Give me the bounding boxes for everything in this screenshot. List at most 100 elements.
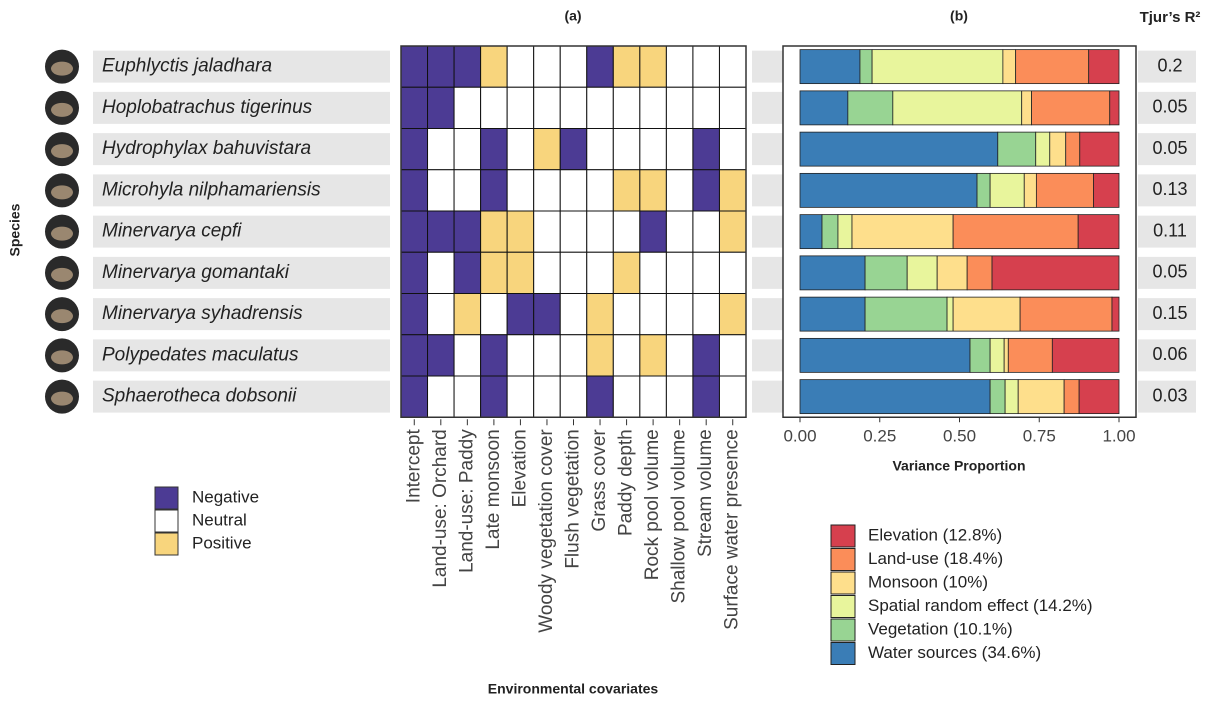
species-icon [51,144,73,158]
heat-cell [560,87,587,128]
heat-cell [560,252,587,293]
heat-cell [507,252,534,293]
bar-segment [865,297,947,331]
heat-cell [693,46,720,87]
bar-segment [822,215,838,249]
heat-cell [587,129,614,170]
y-tick-label: Minervarya syhadrensis [102,303,303,324]
heat-cell [428,252,455,293]
heat-cell [666,129,693,170]
figure: (a) (b) Tjur’s R² Environmental covariat… [0,0,1211,702]
bar-segment [1008,338,1052,372]
heat-cell [666,294,693,335]
bar-segment [800,215,822,249]
heat-cell [693,294,720,335]
heat-cell [693,252,720,293]
heat-cell [401,46,428,87]
heat-cell [401,170,428,211]
heat-cell [640,335,667,376]
legend-label: Spatial random effect (14.2%) [868,596,1093,615]
heat-cell [693,376,720,417]
heat-cell [507,335,534,376]
bar-segment [1089,50,1119,84]
heat-cell [481,87,508,128]
heat-cell [719,129,746,170]
label-band [752,381,783,413]
heat-cell [534,376,561,417]
bar-segment [800,91,848,125]
bar-segment [977,173,990,207]
heat-cell [454,170,481,211]
heat-cell [560,294,587,335]
heat-cell [719,335,746,376]
bar-segment [953,215,1078,249]
heat-cell [481,252,508,293]
bar-segment [937,256,967,290]
x-tick-label: Flush vegetation [563,429,584,568]
heat-cell [719,294,746,335]
heat-cell [666,335,693,376]
bar-segment [1052,338,1119,372]
heat-cell [587,252,614,293]
heat-cell [666,211,693,252]
bar-segment [990,380,1005,414]
y-tick-label: Microhyla nilphamariensis [102,179,321,200]
bar-segment [1024,173,1036,207]
heat-cell [428,87,455,128]
r2-value: 0.05 [1152,262,1187,282]
heat-cell [507,129,534,170]
bar-segment [1022,91,1032,125]
heat-cell [454,129,481,170]
label-band [752,133,783,165]
bar-segment [998,132,1036,166]
y-tick-label: Hoplobatrachus tigerinus [102,97,313,118]
heat-cell [587,294,614,335]
heat-cell [587,211,614,252]
heat-cell [719,252,746,293]
heat-cell [507,46,534,87]
heat-cell [560,46,587,87]
y-tick-label: Euphlyctis jaladhara [102,56,272,77]
heat-cell [401,335,428,376]
heat-cell [534,170,561,211]
x-tick-label: Woody vegetation cover [536,429,557,633]
label-band [752,339,783,371]
heat-cell [481,335,508,376]
heat-cell [534,252,561,293]
r2-value: 0.13 [1152,179,1187,199]
species-icon [51,350,73,364]
x-axis-title: Variance Proportion [892,458,1025,474]
heat-cell [613,335,640,376]
r2-title: Tjur’s R² [1140,9,1201,26]
heat-cell [481,294,508,335]
legend-label: Negative [192,487,259,506]
heat-cell [693,211,720,252]
bar-segment [1032,91,1110,125]
bar-segment [800,380,990,414]
heat-cell [640,211,667,252]
heat-cell [534,211,561,252]
panel-a-title: (a) [564,8,581,24]
y-axis-title: Species [7,203,23,256]
bar-segment [800,132,998,166]
legend-swatch [831,572,855,594]
heat-cell [401,294,428,335]
heat-cell [454,294,481,335]
r2-value: 0.11 [1153,220,1187,240]
r2-value: 0.2 [1157,55,1182,75]
heat-cell [613,294,640,335]
heat-cell [666,252,693,293]
species-icon [51,62,73,76]
heat-cell [666,376,693,417]
legend-swatch [831,549,855,571]
heat-cell [719,211,746,252]
bar-segment [852,215,953,249]
heat-cell [666,87,693,128]
heat-cell [454,376,481,417]
bar-segment [1078,215,1119,249]
heat-cell [428,335,455,376]
bar-segment [1003,50,1016,84]
heat-cell [401,376,428,417]
heat-cell [587,87,614,128]
x-tick-label: Land-use: Paddy [456,429,477,573]
